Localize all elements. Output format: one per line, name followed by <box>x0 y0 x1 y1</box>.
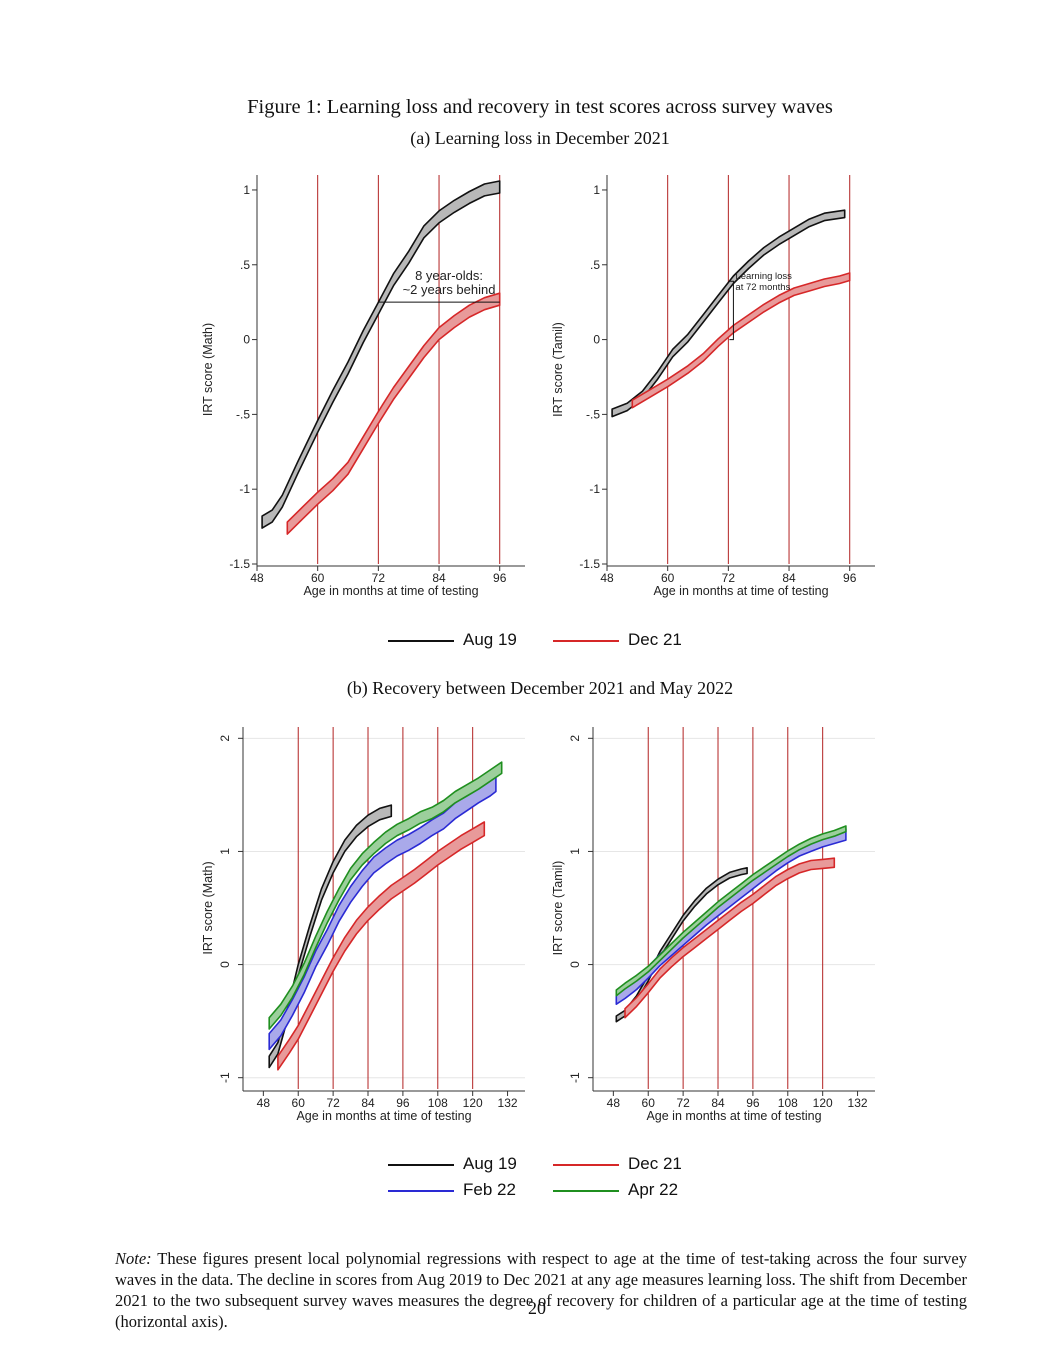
y-tick-label: -1 <box>589 482 600 496</box>
y-tick-label: .5 <box>240 258 250 272</box>
y-tick-label: 0 <box>593 333 600 347</box>
series-band-aug-19 <box>611 209 846 418</box>
note-text: These figures present local polynomial r… <box>115 1249 968 1331</box>
y-axis-label: IRT score (Tamil) <box>551 322 565 417</box>
chart-math-recovery: 2 1 0 -1 48 60 72 84 96 108 120 132 Age in months at… <box>201 727 525 1123</box>
x-tick-label: 60 <box>292 1096 306 1110</box>
legend-swatch <box>388 1190 454 1192</box>
series-band-dec-21 <box>277 821 486 1071</box>
y-tick-label: 0 <box>568 961 582 968</box>
y-tick-label: -1.5 <box>579 557 600 571</box>
legend-label: Aug 19 <box>463 1154 517 1173</box>
x-tick-label: 96 <box>493 571 507 585</box>
x-tick-label: 72 <box>372 571 386 585</box>
legend-label: Apr 22 <box>628 1180 679 1199</box>
y-tick-label: 1 <box>243 183 250 197</box>
y-tick-label: -1 <box>568 1072 582 1083</box>
x-tick-label: 108 <box>778 1096 798 1110</box>
series-band-aug-19 <box>261 180 501 529</box>
y-tick-label: 0 <box>218 961 232 968</box>
annotation-bracket <box>729 280 734 341</box>
x-tick-label: 84 <box>711 1096 725 1110</box>
legend-label: Dec 21 <box>628 630 682 649</box>
x-tick-label: 60 <box>661 571 675 585</box>
y-tick-label: -.5 <box>586 407 600 421</box>
y-tick-label: 1 <box>218 848 232 855</box>
legend-swatch <box>553 1164 619 1166</box>
y-tick-label: 2 <box>568 735 582 742</box>
x-tick-label: 120 <box>813 1096 833 1110</box>
x-tick-label: 132 <box>498 1096 518 1110</box>
x-tick-label: 48 <box>607 1096 621 1110</box>
legend-panel-b: Aug 19 Dec 21 Feb 22 Apr 22 <box>385 1154 705 1206</box>
note-label: Note: <box>115 1249 152 1268</box>
x-axis-label: Age in months at time of testing <box>296 1109 471 1123</box>
x-tick-label: 60 <box>642 1096 656 1110</box>
x-tick-label: 84 <box>361 1096 375 1110</box>
legend-swatch <box>553 640 619 642</box>
page-number: 20 <box>528 1298 546 1318</box>
x-axis-label: Age in months at time of testing <box>653 584 828 598</box>
x-tick-label: 96 <box>396 1096 410 1110</box>
panel-b-title: (b) Recovery between December 2021 and M… <box>346 678 734 698</box>
x-tick-label: 72 <box>722 571 736 585</box>
x-tick-label: 48 <box>257 1096 271 1110</box>
x-tick-label: 120 <box>463 1096 483 1110</box>
legend-swatch <box>553 1190 619 1192</box>
y-tick-label: -1 <box>218 1072 232 1083</box>
series-band-feb-22 <box>268 774 497 1051</box>
y-tick-label: 2 <box>218 735 232 742</box>
legend-swatch <box>388 1164 454 1166</box>
series-band-dec-21 <box>286 292 501 535</box>
x-axis-label: Age in months at time of testing <box>646 1109 821 1123</box>
x-tick-label: 48 <box>600 571 614 585</box>
legend-label: Feb 22 <box>463 1180 516 1199</box>
legend-label: Aug 19 <box>463 630 517 649</box>
legend-panel-a: Aug 19 Dec 21 <box>385 630 705 656</box>
chart-tamil-learning-loss: 1 .5 0 -.5 -1 -1.548 60 72 84 96 Age in months at … <box>551 175 875 598</box>
x-tick-label: 84 <box>782 571 796 585</box>
x-tick-label: 132 <box>848 1096 868 1110</box>
annotation-text: ~2 years behind <box>403 282 496 297</box>
figure-note: Note: These figures present local polyno… <box>115 1248 967 1332</box>
y-axis-label: IRT score (Tamil) <box>551 861 565 956</box>
x-tick-label: 48 <box>250 571 264 585</box>
x-tick-label: 84 <box>432 571 446 585</box>
series-band-dec-21 <box>624 857 836 1019</box>
chart-math-learning-loss: 1 .5 0 -.5 -1 -1.548 60 72 84 96 Age in months at … <box>201 175 525 598</box>
y-tick-label: 0 <box>243 333 250 347</box>
y-tick-label: -1 <box>239 482 250 496</box>
y-tick-label: 1 <box>593 183 600 197</box>
y-tick-label: 1 <box>568 848 582 855</box>
legend-label: Dec 21 <box>628 1154 682 1173</box>
annotation-text: at 72 months <box>735 282 790 293</box>
y-tick-label: .5 <box>590 258 600 272</box>
figure-title: Figure 1: Learning loss and recovery in … <box>247 96 833 118</box>
legend-swatch <box>388 640 454 642</box>
annotation-text: Learning loss <box>735 271 792 282</box>
series-band-apr-22 <box>615 825 847 997</box>
x-tick-label: 60 <box>311 571 325 585</box>
x-tick-label: 72 <box>676 1096 690 1110</box>
y-tick-label: -.5 <box>236 407 250 421</box>
x-tick-label: 72 <box>326 1096 340 1110</box>
series-band-dec-21 <box>631 272 851 409</box>
x-tick-label: 96 <box>843 571 857 585</box>
y-axis-label: IRT score (Math) <box>201 323 215 416</box>
annotation-text: 8 year-olds: <box>415 268 483 283</box>
y-axis-label: IRT score (Math) <box>201 861 215 954</box>
series-band-apr-22 <box>268 761 503 1030</box>
x-tick-label: 108 <box>428 1096 448 1110</box>
y-tick-label: -1.5 <box>229 557 250 571</box>
chart-tamil-recovery: 2 1 0 -1 48 60 72 84 96 108 120 132 Age in months at… <box>551 727 875 1123</box>
x-tick-label: 96 <box>746 1096 760 1110</box>
panel-a-title: (a) Learning loss in December 2021 <box>410 128 670 148</box>
x-axis-label: Age in months at time of testing <box>303 584 478 598</box>
